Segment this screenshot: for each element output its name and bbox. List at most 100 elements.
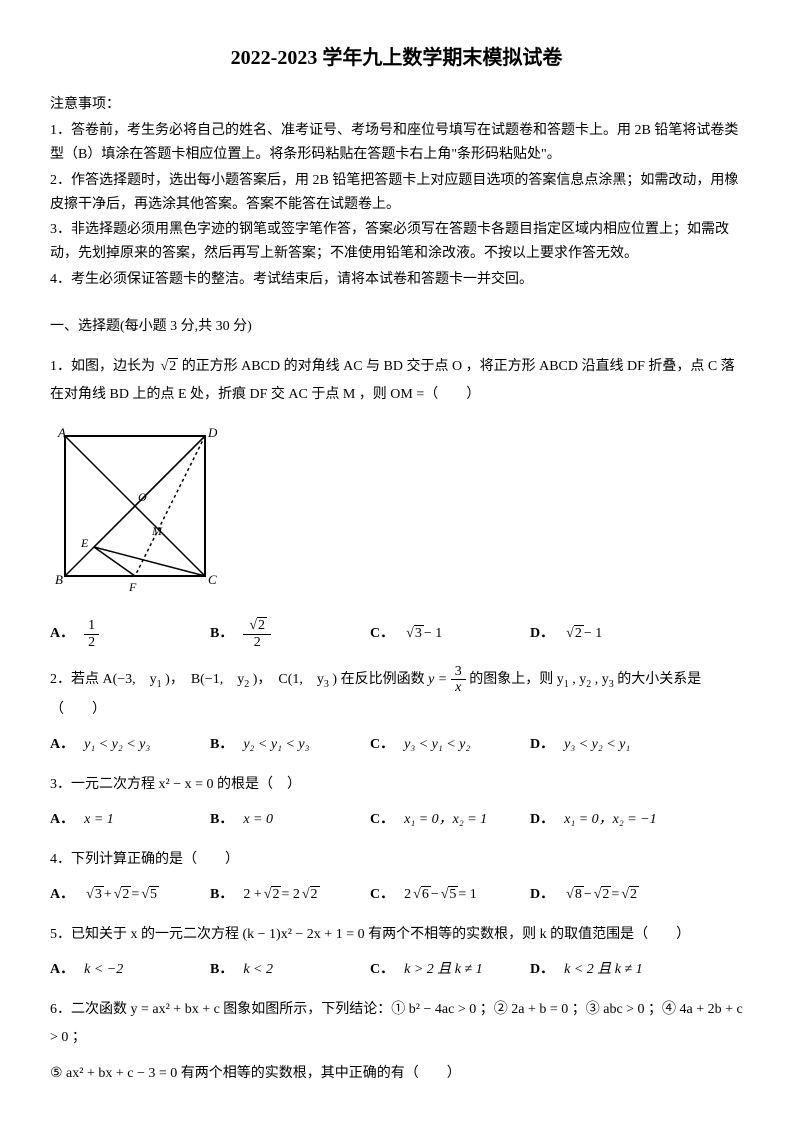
- choice-label-A: A．: [50, 621, 74, 646]
- q1-D-sqrt: 2: [574, 625, 584, 641]
- q1-A-frac: 1 2: [84, 618, 99, 650]
- sqrt-icon: 2: [592, 882, 612, 907]
- q2-f: , y: [572, 672, 586, 687]
- q1-stem-a: 1．如图，边长为: [50, 359, 159, 374]
- q1-choices: A． 1 2 B． 2 2 C． 3 − 1 D． 2 − 1: [50, 618, 743, 650]
- q5-choices: A．k < −2 B．k < 2 C．k > 2 且 k ≠ 1 D．k < 2…: [50, 957, 743, 982]
- q2-C: y₃ < y₁ < y₂: [404, 732, 470, 757]
- choice-label-D: D．: [530, 732, 554, 757]
- q2-c: )， C(1, y: [253, 672, 324, 687]
- sqrt-icon: 5: [439, 882, 459, 907]
- fig-label-E: E: [80, 536, 89, 550]
- q4-A-r: 5: [149, 886, 159, 902]
- sqrt-icon: 2: [262, 882, 282, 907]
- q4-B-pre: 2 +: [243, 882, 261, 907]
- choice-label-C: C．: [370, 807, 394, 832]
- q2-a: 2．若点 A(−3, y: [50, 672, 157, 687]
- q2-func-num: 3: [451, 664, 466, 680]
- q3-B: x = 0: [243, 807, 273, 832]
- question-6a: 6．二次函数 y = ax² + bx + c 图象如图所示，下列结论：① b²…: [50, 996, 743, 1052]
- q4-choices: A． 3 + 2 = 5 B． 2 + 2 = 22 C． 26 − 5 = 1…: [50, 882, 743, 907]
- fig-label-C: C: [208, 572, 217, 587]
- q1-choice-B: B． 2 2: [210, 618, 370, 650]
- choice-label-D: D．: [530, 957, 554, 982]
- choice-label-B: B．: [210, 621, 233, 646]
- sqrt-icon: 2: [159, 353, 179, 381]
- q4-B-l: 2: [271, 886, 281, 902]
- q2-choices: A．y₁ < y₂ < y₃ B．y₂ < y₁ < y₃ C．y₃ < y₁ …: [50, 732, 743, 757]
- choice-label-A: A．: [50, 807, 74, 832]
- q5-choice-C: C． k > 2 且 k ≠ 1: [370, 957, 530, 982]
- q2-B: y₂ < y₁ < y₃: [243, 732, 309, 757]
- q1-choice-C: C． 3 − 1: [370, 618, 530, 650]
- section-1-heading: 一、选择题(每小题 3 分,共 30 分): [50, 314, 743, 339]
- q3-D: x₁ = 0，x₂ = −1: [564, 807, 657, 832]
- q2-g: , y: [595, 672, 609, 687]
- q2-y2: 2: [244, 679, 249, 690]
- question-3: 3．一元二次方程 x² − x = 0 的根是（ ）: [50, 771, 743, 799]
- q4-B-r: 2: [310, 886, 320, 902]
- choice-label-C: C．: [370, 882, 394, 907]
- q4-D-r: 2: [629, 886, 639, 902]
- sqrt-icon: 2: [619, 882, 639, 907]
- choice-label-C: C．: [370, 621, 394, 646]
- q3-choice-D: D． x₁ = 0，x₂ = −1: [530, 807, 710, 832]
- sqrt-icon: 8: [564, 882, 584, 907]
- choice-label-B: B．: [210, 807, 233, 832]
- page-title: 2022-2023 学年九上数学期末模拟试卷: [50, 40, 743, 76]
- sqrt-icon: 6: [411, 882, 431, 907]
- q4-C-l: 6: [421, 886, 431, 902]
- notice-heading: 注意事项：: [50, 92, 743, 117]
- choice-label-A: A．: [50, 882, 74, 907]
- sqrt-icon: 3: [84, 882, 104, 907]
- q1-B-num: 2: [257, 617, 267, 633]
- q2-D: y₃ < y₂ < y₁: [564, 732, 630, 757]
- q1-B-frac: 2 2: [243, 618, 271, 650]
- q3-choice-B: B． x = 0: [210, 807, 370, 832]
- q5-A: k < −2: [84, 957, 123, 982]
- question-4: 4．下列计算正确的是（ ）: [50, 846, 743, 874]
- q4-C-pre: 2: [404, 882, 411, 907]
- sqrt-icon: 5: [139, 882, 159, 907]
- notice-3: 3．非选择题必须用黑色字迹的钢笔或签字笔作答，答案必须写在答题卡各题目指定区域内…: [50, 218, 743, 266]
- choice-label-D: D．: [530, 882, 554, 907]
- choice-label-A: A．: [50, 957, 74, 982]
- q2-e: 的图象上，则 y: [469, 672, 564, 687]
- choice-label-B: B．: [210, 732, 233, 757]
- q5-choice-A: A． k < −2: [50, 957, 210, 982]
- q4-D-l: 8: [574, 886, 584, 902]
- q1-C-tail: − 1: [424, 621, 442, 646]
- q1-A-num: 1: [84, 618, 99, 634]
- q1-sqrt2: 2: [168, 358, 178, 374]
- fig-label-A: A: [57, 425, 66, 440]
- sqrt-icon: 2: [112, 882, 132, 907]
- notice-4: 4．考生必须保证答题卡的整洁。考试结束后，请将本试卷和答题卡一并交回。: [50, 268, 743, 292]
- q2-func-lhs: y =: [428, 672, 451, 687]
- q5-choice-D: D． k < 2 且 k ≠ 1: [530, 957, 690, 982]
- q4-A-l1: 3: [94, 886, 104, 902]
- q4-C-r: = 1: [458, 882, 476, 907]
- fig-label-F: F: [128, 580, 137, 591]
- q1-B-den: 2: [243, 635, 271, 650]
- question-2: 2．若点 A(−3, y1 )， B(−1, y2 )， C(1, y3 ) 在…: [50, 664, 743, 724]
- fig-label-D: D: [207, 425, 218, 440]
- q1-C-sqrt: 3: [414, 625, 424, 641]
- q3-choices: A．x = 1 B．x = 0 C．x₁ = 0，x₂ = 1 D．x₁ = 0…: [50, 807, 743, 832]
- q4-choice-A: A． 3 + 2 = 5: [50, 882, 210, 907]
- q2-func-den: x: [451, 680, 466, 695]
- choice-label-D: D．: [530, 807, 554, 832]
- q4-choice-D: D． 8 − 2 = 2: [530, 882, 690, 907]
- notice-2: 2．作答选择题时，选出每小题答案后，用 2B 铅笔把答题卡上对应题目选项的答案信…: [50, 169, 743, 217]
- q5-C: k > 2 且 k ≠ 1: [404, 957, 483, 982]
- question-6b: ⑤ ax² + bx + c − 3 = 0 有两个相等的实数根，其中正确的有（…: [50, 1060, 743, 1088]
- q3-choice-A: A．x = 1: [50, 807, 210, 832]
- q5-D: k < 2 且 k ≠ 1: [564, 957, 643, 982]
- fig-label-B: B: [55, 572, 63, 587]
- q4-D-mid: −: [584, 882, 592, 907]
- q2-y1b: 1: [564, 679, 569, 690]
- choice-label-C: C．: [370, 732, 394, 757]
- choice-label-B: B．: [210, 957, 233, 982]
- choice-label-C: C．: [370, 957, 394, 982]
- q2-b: )， B(−1, y: [165, 672, 244, 687]
- sqrt-icon: 3: [404, 621, 424, 646]
